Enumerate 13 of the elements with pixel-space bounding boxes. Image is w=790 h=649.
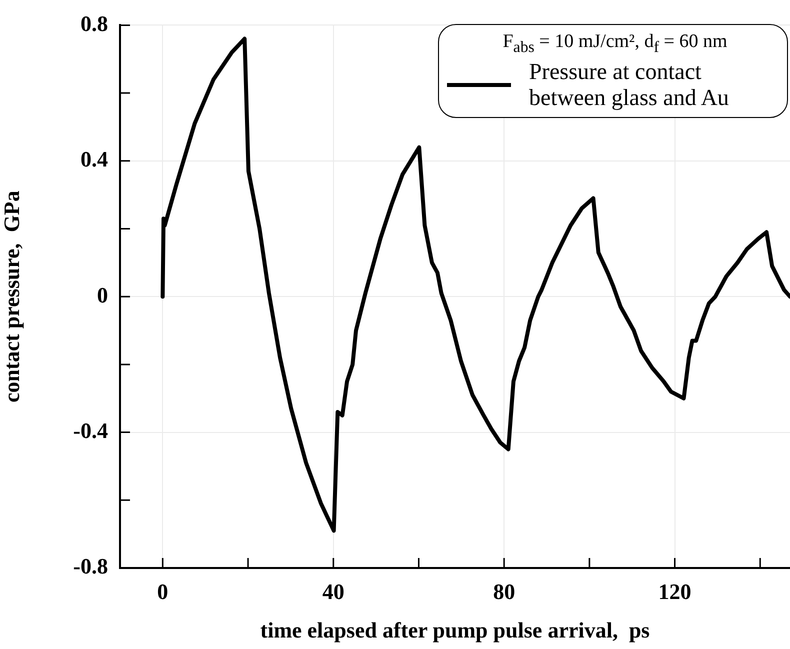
y-axis-title: contact pressure, GPa	[0, 190, 24, 403]
x-axis-title: time elapsed after pump pulse arrival, ps	[260, 617, 650, 642]
legend-title: F$_{abs}$ = 10 mJ/cm², d$_{f}$ = 60 nm	[502, 31, 728, 57]
y-tick-label: 0.4	[80, 146, 108, 172]
y-tick-label: -0.4	[73, 418, 108, 443]
y-tick-label: -0.8	[73, 554, 108, 579]
y-tick-label: 0.8	[80, 10, 108, 36]
x-tick-label: 0	[157, 578, 168, 604]
x-tick-label: 120	[658, 578, 692, 604]
x-tick-label: 80	[493, 578, 516, 604]
legend-label: Pressure at contact between glass and Au	[529, 58, 730, 111]
y-tick-label: 0	[97, 282, 108, 308]
x-tick-label: 40	[322, 578, 344, 604]
